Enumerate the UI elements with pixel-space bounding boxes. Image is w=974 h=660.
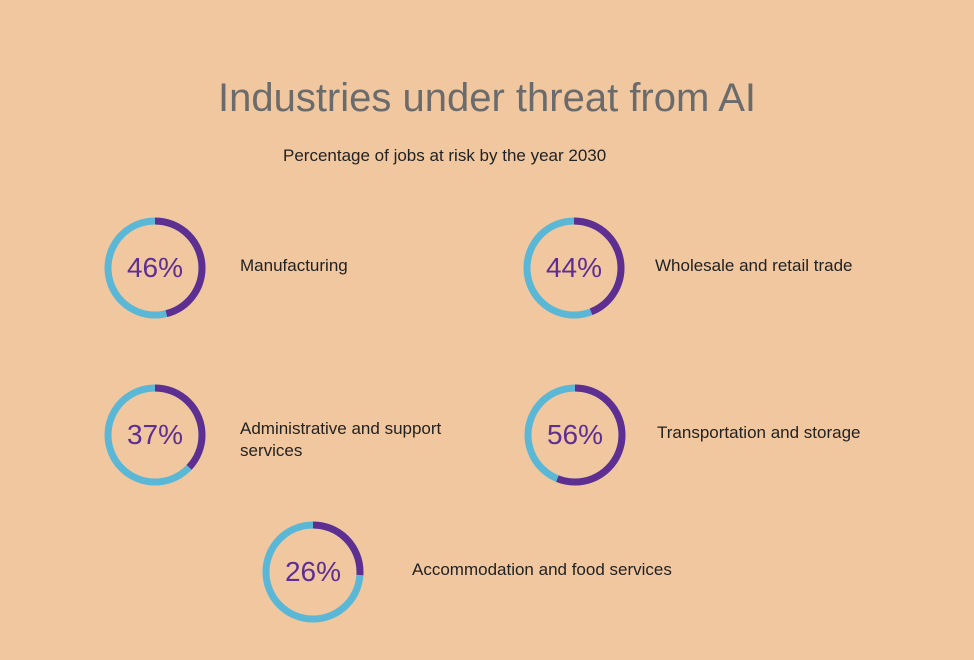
donut-svg (104, 217, 206, 319)
chart-subtitle: Percentage of jobs at risk by the year 2… (283, 146, 607, 165)
donut-chart (100, 380, 210, 490)
donut-chart (100, 213, 210, 323)
donut-value-arc (104, 384, 206, 486)
industry-label: Administrative and support services (240, 419, 442, 460)
industry-label: Accommodation and food services (412, 560, 672, 579)
industry-label: Manufacturing (240, 256, 348, 275)
donut-value-arc (524, 384, 626, 486)
industry-item-transportation: 56% Transportation and storage (520, 380, 974, 490)
donut-svg (262, 521, 364, 623)
donut-value-arc (104, 217, 206, 319)
industry-item-manufacturing: 46% Manufacturing (100, 213, 560, 323)
donut-chart (258, 517, 368, 627)
donut-chart (520, 380, 630, 490)
percentage-label: 37% (126, 419, 184, 450)
industry-item-administrative: 37% Administrative and support services (100, 380, 560, 490)
industry-item-wholesale: 44% Wholesale and retail trade (519, 213, 974, 323)
percentage-label: 44% (545, 252, 603, 283)
percentage-label: 46% (126, 252, 184, 283)
chart-title: Industries under threat from AI (217, 76, 757, 120)
donut-chart (519, 213, 629, 323)
donut-value-arc (523, 217, 625, 319)
donut-svg (523, 217, 625, 319)
industry-label: Transportation and storage (657, 423, 861, 442)
industry-item-accommodation: 26% Accommodation and food services (258, 517, 718, 627)
donut-value-arc (262, 521, 364, 623)
industry-label: Wholesale and retail trade (655, 256, 853, 275)
donut-svg (524, 384, 626, 486)
percentage-label: 56% (546, 419, 604, 450)
percentage-label: 26% (284, 556, 342, 587)
donut-svg (104, 384, 206, 486)
